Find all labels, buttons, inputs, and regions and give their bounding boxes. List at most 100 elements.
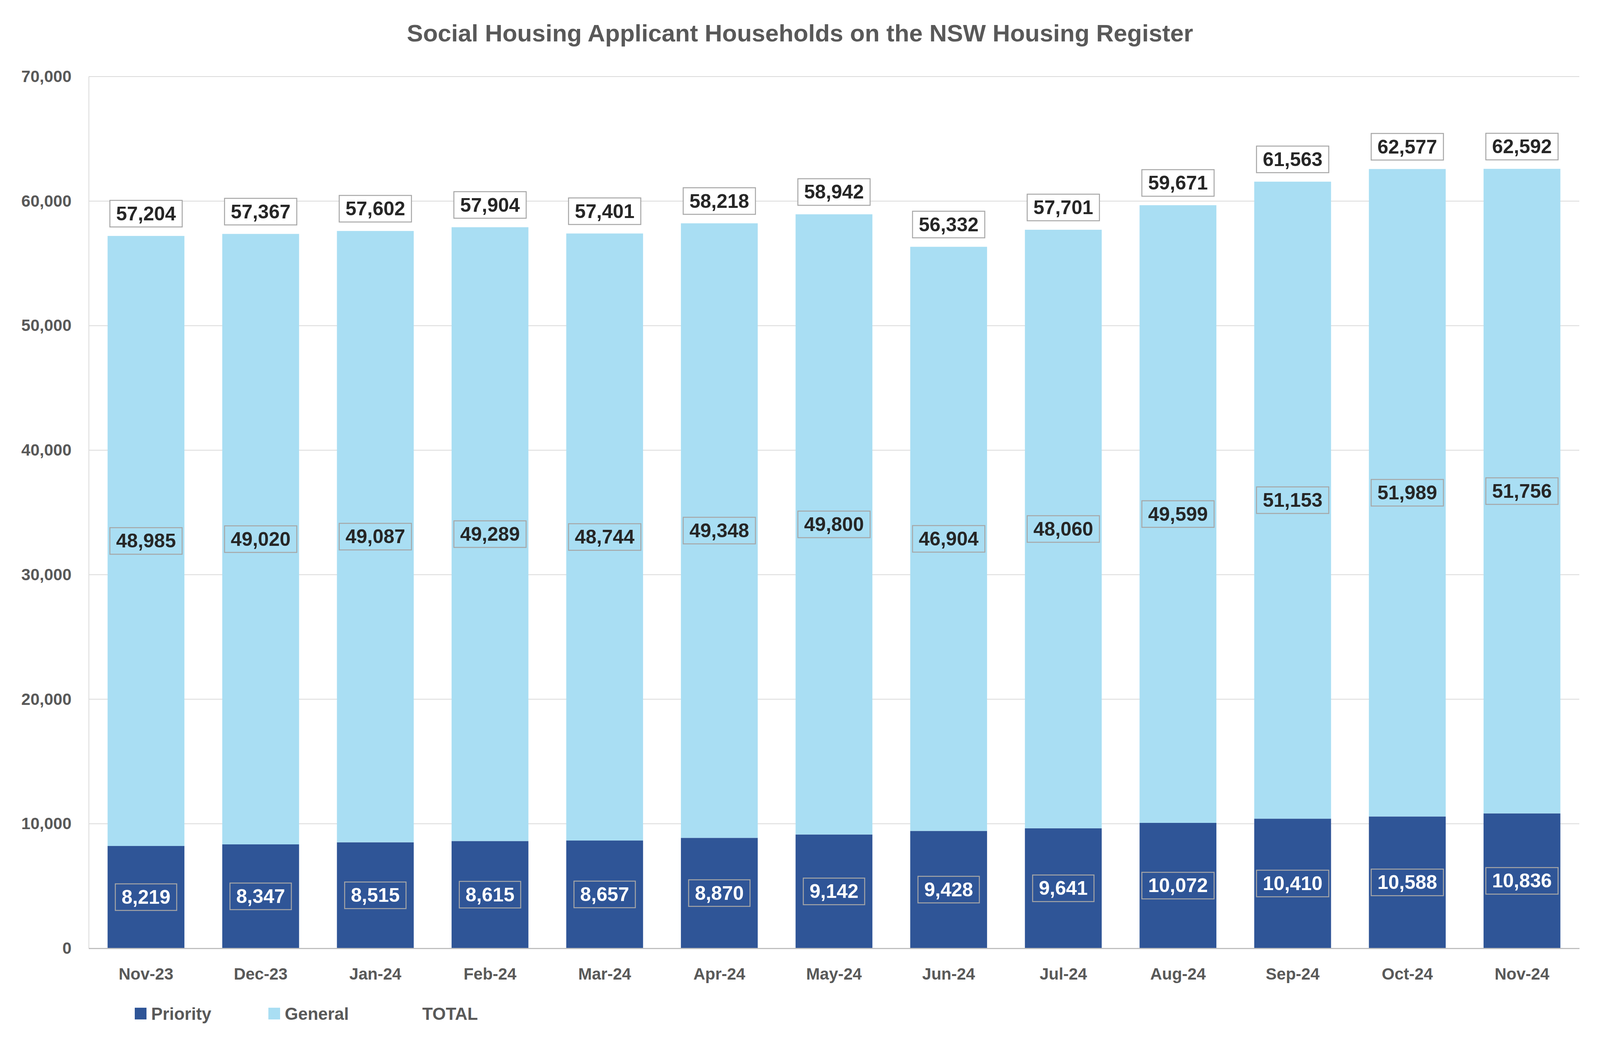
line bbox=[146, 168, 1522, 247]
x-axis: Nov-23Dec-23Jan-24Feb-24Mar-24Apr-24May-… bbox=[89, 948, 1580, 983]
tick-label: 20,000 bbox=[21, 689, 72, 709]
data-label: 10,410 bbox=[1262, 872, 1323, 895]
data-label-box bbox=[1485, 477, 1559, 505]
legend-label: Priority bbox=[151, 1003, 212, 1024]
bar bbox=[1025, 229, 1102, 829]
tick: Jun-24 bbox=[922, 948, 976, 983]
bar bbox=[1483, 168, 1561, 814]
legend-label: General bbox=[284, 1003, 349, 1024]
bar bbox=[1368, 169, 1446, 817]
data-label: 57,204 bbox=[116, 202, 176, 225]
tick: Aug-24 bbox=[1150, 948, 1206, 983]
bar bbox=[337, 842, 415, 949]
legend-swatch bbox=[134, 1007, 147, 1020]
data-label-box bbox=[912, 211, 985, 238]
tick-label: Jul-24 bbox=[1039, 964, 1088, 983]
data-label-box bbox=[568, 198, 641, 225]
grid-line bbox=[88, 947, 1580, 949]
data-label-box bbox=[459, 881, 521, 908]
tick-label: 60,000 bbox=[21, 191, 72, 211]
data-label-box bbox=[1141, 169, 1215, 197]
data-label: 9,142 bbox=[809, 880, 859, 902]
bar bbox=[680, 837, 758, 949]
data-label-group: 10,410 bbox=[1256, 869, 1329, 897]
tick-label: 50,000 bbox=[21, 316, 72, 335]
data-label: 57,701 bbox=[1033, 196, 1094, 219]
data-label-group: 49,087 bbox=[339, 523, 412, 550]
data-label-group: 10,588 bbox=[1371, 868, 1444, 896]
bar bbox=[1254, 818, 1332, 949]
data-label-group: 62,577 bbox=[1371, 133, 1444, 161]
bar-series bbox=[107, 168, 1561, 846]
tick-label: 0 bbox=[62, 938, 72, 958]
data-label-group: 9,142 bbox=[803, 877, 865, 905]
bar bbox=[1025, 828, 1102, 949]
data-label: 58,218 bbox=[689, 190, 750, 213]
tick: 0 bbox=[62, 938, 89, 958]
data-label: 49,599 bbox=[1148, 503, 1208, 525]
tick-label: 10,000 bbox=[21, 814, 72, 833]
tick-label: Feb-24 bbox=[463, 964, 517, 983]
bar bbox=[451, 227, 529, 842]
data-label-box bbox=[798, 178, 871, 206]
tick: Nov-23 bbox=[118, 948, 174, 983]
data-label-box bbox=[344, 881, 406, 909]
data-label-box bbox=[339, 523, 412, 550]
data-label-box bbox=[115, 883, 177, 911]
data-label-group: 59,671 bbox=[1141, 169, 1215, 197]
data-label: 57,602 bbox=[345, 197, 406, 220]
tick: Oct-24 bbox=[1381, 948, 1433, 983]
tick-label: Jan-24 bbox=[349, 964, 402, 983]
data-label: 51,153 bbox=[1262, 489, 1323, 511]
data-label: 48,060 bbox=[1033, 517, 1094, 540]
y-axis: 010,00020,00030,00040,00050,00060,00070,… bbox=[21, 67, 90, 958]
data-label-box bbox=[1371, 133, 1444, 161]
data-label: 49,289 bbox=[460, 523, 520, 545]
data-label-box bbox=[798, 510, 871, 538]
data-label: 59,671 bbox=[1148, 171, 1208, 194]
data-label-box bbox=[224, 198, 297, 225]
data-label-group: 49,020 bbox=[224, 525, 297, 553]
tick: May-24 bbox=[806, 948, 863, 983]
data-label-group: 9,428 bbox=[917, 876, 980, 903]
data-label-group: 58,942 bbox=[798, 178, 871, 206]
data-label: 8,219 bbox=[121, 885, 171, 908]
data-label-box bbox=[803, 877, 865, 905]
data-label-group: 8,615 bbox=[459, 881, 521, 908]
data-label: 10,588 bbox=[1377, 871, 1438, 893]
data-label-box bbox=[1027, 194, 1100, 221]
data-label-box bbox=[230, 882, 292, 910]
data-label: 10,072 bbox=[1148, 874, 1208, 897]
data-label-group: 10,836 bbox=[1485, 867, 1559, 894]
data-label-group: 9,641 bbox=[1032, 874, 1095, 902]
tick: Jan-24 bbox=[349, 948, 402, 983]
plot-area bbox=[107, 168, 1561, 949]
tick-label: Apr-24 bbox=[693, 964, 746, 983]
bar bbox=[1483, 813, 1561, 949]
data-label-box bbox=[1485, 867, 1559, 894]
data-label: 49,800 bbox=[804, 513, 865, 536]
data-label: 62,577 bbox=[1377, 135, 1438, 158]
tick: Feb-24 bbox=[463, 948, 517, 983]
tick: 70,000 bbox=[21, 67, 89, 86]
bar bbox=[795, 834, 873, 949]
data-label-group: 49,599 bbox=[1141, 500, 1215, 528]
data-label-box bbox=[1027, 515, 1100, 543]
tick-label: 30,000 bbox=[21, 565, 72, 584]
data-label-box bbox=[568, 523, 641, 550]
tick-label: 70,000 bbox=[21, 67, 72, 86]
data-label-group: 57,602 bbox=[339, 195, 412, 222]
bar bbox=[222, 844, 300, 949]
data-label: 56,332 bbox=[918, 213, 979, 236]
data-label-box bbox=[1256, 486, 1329, 514]
tick-label: Oct-24 bbox=[1381, 964, 1433, 983]
legend: PriorityGeneralTOTAL bbox=[134, 1003, 479, 1024]
data-label: 9,641 bbox=[1039, 876, 1088, 899]
bar bbox=[910, 830, 988, 949]
tick-label: Aug-24 bbox=[1150, 964, 1206, 983]
bar bbox=[107, 845, 185, 949]
data-label: 46,904 bbox=[918, 527, 979, 550]
tick-label: Sep-24 bbox=[1265, 964, 1320, 983]
data-label-group: 57,904 bbox=[453, 191, 527, 219]
data-label-group: 49,800 bbox=[798, 510, 871, 538]
